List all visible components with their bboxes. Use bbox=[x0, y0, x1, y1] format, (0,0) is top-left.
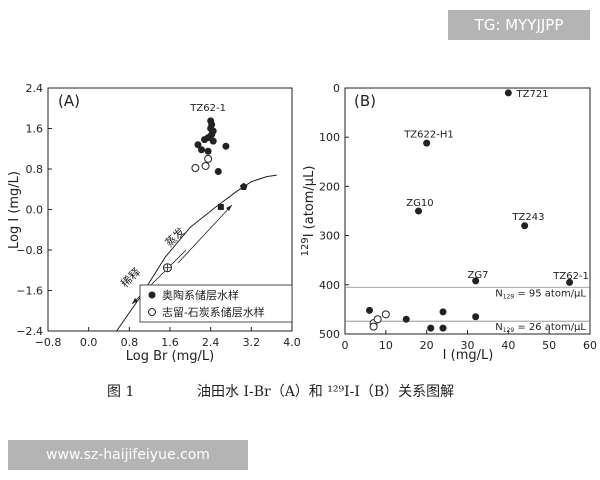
panel-a-x-tick-label: 1.6 bbox=[161, 336, 179, 349]
panel-a-x-axis-label: Log Br (mg/L) bbox=[126, 349, 214, 364]
panel-a-x-tick-label: 2.4 bbox=[202, 336, 220, 349]
caption-text: 油田水 I-Br（A）和 ¹²⁹I-I（B）关系图解 bbox=[197, 384, 454, 400]
panel-a-y-tick-label: 2.4 bbox=[26, 82, 44, 95]
panel-b-open-circle-point bbox=[369, 322, 378, 331]
panel-b-filled-circle-point bbox=[439, 308, 447, 316]
y-axis-superscript: 129 bbox=[300, 237, 311, 256]
dilution-arrow-head bbox=[132, 298, 138, 304]
panel-b-x-tick-label: 40 bbox=[501, 339, 515, 352]
point-label-tz62-1: TZ62-1 bbox=[552, 271, 589, 282]
panel-b-open-circle-point bbox=[373, 315, 382, 324]
panel-b-y-tick-label: 300 bbox=[319, 230, 340, 243]
panel-b-filled-circle-point bbox=[415, 207, 422, 215]
panel-b-filled-circle-point bbox=[427, 324, 435, 332]
panel-b-x-tick-label: 20 bbox=[420, 339, 434, 352]
panel-b-filled-circle-point bbox=[439, 324, 447, 332]
caption-prefix: 图 1 bbox=[107, 384, 134, 400]
trend-crossed-circle-marker bbox=[162, 263, 172, 273]
panel-a-open-circle-point bbox=[204, 154, 213, 163]
panel-b-filled-circle-point bbox=[423, 139, 431, 147]
trend-square-marker bbox=[217, 203, 224, 210]
panel-b-x-tick-label: 10 bbox=[379, 339, 393, 352]
panel-b: N129 = 95 atom/μL N129 = 26 atom/μL 0 10 20… bbox=[300, 82, 597, 363]
panel-a-y-axis-label: Log I (mg/L) bbox=[7, 171, 22, 249]
panel-b-filled-circle-point bbox=[521, 222, 529, 230]
panel-a-legend: 奥陶系储层水样 志留-石炭系储层水样 bbox=[139, 284, 293, 323]
panel-a-x-tick-label: 0.0 bbox=[80, 336, 98, 349]
panel-b-filled-circle-point bbox=[472, 277, 480, 285]
panel-a-x-tick-label: 3.2 bbox=[243, 336, 261, 349]
panel-b-filled-circle-point bbox=[402, 315, 410, 323]
legend-filled-marker bbox=[148, 291, 156, 299]
panel-b-x-axis-label: I (mg/L) bbox=[443, 348, 494, 363]
panel-a-y-tick-label: −0.8 bbox=[16, 244, 43, 257]
panel-a-y-tick-label: 1.6 bbox=[26, 123, 44, 136]
panel-a-y-tick-label: 0.0 bbox=[26, 204, 44, 217]
panel-a-x-tick-label: −0.8 bbox=[35, 336, 62, 349]
point-label-tz243: TZ243 bbox=[511, 212, 544, 223]
panel-a-annotation: 蒸发 bbox=[162, 224, 187, 249]
panel-a-filled-circle-point bbox=[214, 168, 222, 176]
panel-b-filled-circle-point bbox=[566, 278, 574, 286]
evaporation-arrow-head bbox=[226, 205, 232, 211]
panel-a-filled-circle-point bbox=[222, 142, 230, 150]
reference-line-label-26: N129 = 26 atom/μL bbox=[495, 322, 586, 334]
panel-b-label: (B) bbox=[354, 92, 376, 110]
legend-open-marker bbox=[148, 308, 156, 316]
point-label-tz622-h1: TZ622-H1 bbox=[403, 129, 454, 140]
panel-b-x-tick-label: 30 bbox=[461, 339, 475, 352]
legend-box bbox=[139, 284, 293, 323]
point-label-tz721: TZ721 bbox=[516, 89, 549, 100]
panel-b-filled-circle-point bbox=[366, 306, 373, 314]
panel-a-x-tick-label: 0.8 bbox=[121, 336, 139, 349]
panel-a: −0.8 0.0 0.8 1.6 2.4 3.2 4.0 2.41.60.80.0−0.8−… bbox=[7, 82, 301, 364]
panel-a-y-tick-label: −1.6 bbox=[16, 285, 43, 298]
evaporation-arrow-line bbox=[177, 204, 233, 264]
figure-caption: 图 1 油田水 I-Br（A）和 ¹²⁹I-I（B）关系图解 bbox=[107, 384, 454, 400]
panel-b-x-tick-label: 50 bbox=[542, 339, 556, 352]
panel-b-filled-circle-point bbox=[504, 89, 512, 97]
point-label-zg10: ZG10 bbox=[406, 198, 433, 209]
panel-b-open-circle-point bbox=[381, 310, 390, 319]
point-label-zg7: ZG7 bbox=[468, 270, 489, 281]
panel-b-y-tick-label: 0 bbox=[333, 82, 340, 95]
panel-a-filled-circle-point bbox=[198, 146, 206, 154]
watermark-top: TG: MYYJJPP bbox=[448, 10, 590, 40]
legend-item-ordovician: 奥陶系储层水样 bbox=[162, 288, 239, 302]
y-axis-main: I (atom/μL) bbox=[302, 166, 317, 238]
panel-a-open-circle-point bbox=[191, 163, 200, 172]
panel-b-x-tick-label: 0 bbox=[342, 339, 349, 352]
panel-b-filled-circle-point bbox=[472, 313, 480, 321]
panel-a-annotation: TZ62-1 bbox=[189, 103, 226, 114]
panel-a-filled-circle-point bbox=[201, 136, 209, 144]
panel-b-y-tick-label: 200 bbox=[319, 180, 340, 193]
panel-b-x-tick-label: 60 bbox=[583, 339, 597, 352]
panel-a-filled-circle-point bbox=[194, 141, 202, 149]
panel-b-y-tick-label: 400 bbox=[319, 279, 340, 292]
panel-a-open-circle-point bbox=[201, 161, 210, 170]
panel-b-y-tick-label: 100 bbox=[319, 131, 340, 144]
trend-pentagon-marker bbox=[239, 182, 248, 190]
panel-a-y-tick-label: −2.4 bbox=[16, 325, 43, 338]
panel-a-annotation: 稀释 bbox=[119, 266, 144, 291]
panel-a-filled-circle-point bbox=[209, 137, 217, 145]
reference-line-label-95: N129 = 95 atom/μL bbox=[495, 288, 586, 300]
panel-a-x-tick-label: 4.0 bbox=[283, 336, 301, 349]
panel-a-y-tick-label: 0.8 bbox=[26, 163, 44, 176]
panel-b-y-axis-label: 129I (atom/μL) bbox=[300, 166, 317, 257]
watermark-bottom: www.sz-haijifeiyue.com bbox=[8, 440, 248, 470]
panel-a-label: (A) bbox=[58, 92, 80, 110]
legend-item-silurian-carboniferous: 志留-石炭系储层水样 bbox=[162, 305, 265, 319]
panel-a-filled-circle-point bbox=[204, 147, 212, 155]
panel-b-y-tick-label: 500 bbox=[319, 328, 340, 341]
